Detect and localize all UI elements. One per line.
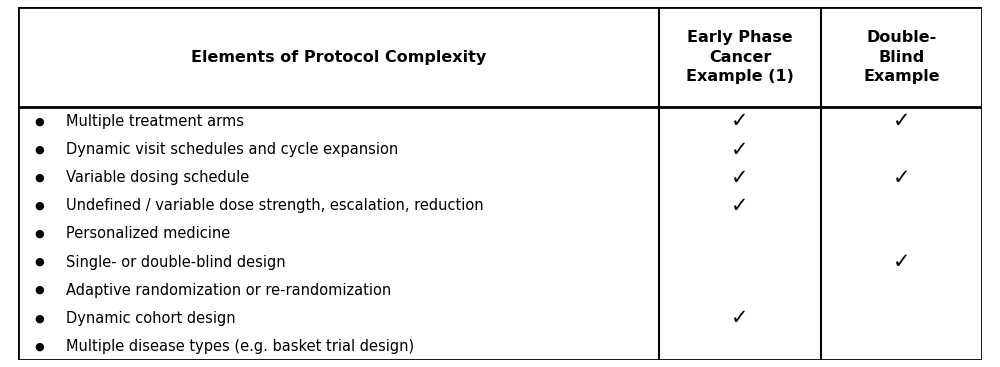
Text: ✓: ✓ <box>893 168 910 188</box>
Text: Single- or double-blind design: Single- or double-blind design <box>66 255 286 269</box>
Text: Multiple disease types (e.g. basket trial design): Multiple disease types (e.g. basket tria… <box>66 339 414 354</box>
Text: ●: ● <box>34 257 44 267</box>
Text: ●: ● <box>34 145 44 155</box>
Text: Multiple treatment arms: Multiple treatment arms <box>66 114 244 129</box>
Text: ✓: ✓ <box>893 252 910 272</box>
Text: Dynamic visit schedules and cycle expansion: Dynamic visit schedules and cycle expans… <box>66 142 398 157</box>
Text: ●: ● <box>34 313 44 323</box>
Text: ✓: ✓ <box>893 112 910 131</box>
Text: ✓: ✓ <box>731 308 749 328</box>
Text: Variable dosing schedule: Variable dosing schedule <box>66 170 249 185</box>
Text: Personalized medicine: Personalized medicine <box>66 226 230 241</box>
Text: ●: ● <box>34 341 44 351</box>
Text: Double-
Blind
Example: Double- Blind Example <box>863 30 940 84</box>
Text: ●: ● <box>34 201 44 211</box>
Text: Early Phase
Cancer
Example (1): Early Phase Cancer Example (1) <box>686 30 794 84</box>
Text: Adaptive randomization or re-randomization: Adaptive randomization or re-randomizati… <box>66 283 391 298</box>
Text: ✓: ✓ <box>731 196 749 216</box>
Text: ✓: ✓ <box>731 112 749 131</box>
Text: ●: ● <box>34 229 44 239</box>
Text: ✓: ✓ <box>731 168 749 188</box>
Text: ●: ● <box>34 116 44 127</box>
Text: ●: ● <box>34 173 44 183</box>
Text: Undefined / variable dose strength, escalation, reduction: Undefined / variable dose strength, esca… <box>66 198 484 213</box>
Text: Dynamic cohort design: Dynamic cohort design <box>66 311 236 326</box>
Text: ✓: ✓ <box>731 139 749 160</box>
Text: ●: ● <box>34 285 44 295</box>
Text: Elements of Protocol Complexity: Elements of Protocol Complexity <box>191 50 486 65</box>
